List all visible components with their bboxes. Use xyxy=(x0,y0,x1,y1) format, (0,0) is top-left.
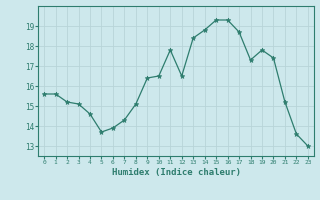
X-axis label: Humidex (Indice chaleur): Humidex (Indice chaleur) xyxy=(111,168,241,177)
